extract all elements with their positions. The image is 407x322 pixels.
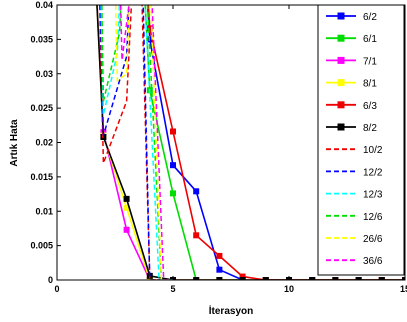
series-point-8-2: [332, 277, 339, 280]
legend-label: 12/2: [363, 167, 383, 178]
legend-label: 10/2: [363, 145, 383, 156]
series-point-6-2: [170, 162, 176, 169]
series-line-7-1: [96, 5, 405, 280]
y-tick-label: 0.025: [30, 103, 53, 113]
series-point-6-2: [193, 188, 200, 195]
legend-label: 7/1: [363, 56, 377, 67]
legend-marker: [337, 34, 345, 42]
legend-label: 6/1: [363, 34, 377, 45]
legend-label: 12/3: [363, 190, 383, 201]
series-point-8-2: [378, 277, 385, 280]
series-point-8-2: [193, 277, 200, 280]
legend: 6/2 6/1 7/1 8/1 6/3 8/2 10/2 12/2 12/3 12/6 26/6 36…: [317, 4, 405, 276]
series-point-6-3: [193, 232, 200, 239]
legend-marker: [337, 79, 345, 87]
legend-marker: [337, 56, 345, 64]
series-point-8-2: [262, 277, 269, 280]
legend-label: 36/6: [363, 256, 383, 267]
series-point-8-2: [123, 195, 130, 202]
series-line-8-2: [96, 5, 405, 280]
y-tick-label: 0.005: [30, 241, 53, 251]
series-point-8-2: [216, 277, 223, 280]
legend-marker: [337, 123, 345, 131]
legend-label: 8/2: [363, 123, 377, 134]
series-line-8-1: [96, 5, 405, 280]
legend-marker: [337, 12, 345, 20]
series-point-8-2: [309, 277, 316, 280]
legend-box: [317, 4, 405, 276]
legend-label: 26/6: [363, 234, 383, 245]
x-tick-label: 0: [54, 284, 59, 294]
y-axis-title: Artık Hata: [9, 119, 20, 167]
y-tick-label: 0.04: [35, 0, 53, 10]
series-point-7-1: [123, 226, 130, 233]
x-tick-label: 10: [284, 284, 294, 294]
series-point-8-2: [402, 277, 405, 280]
series-point-6-2: [216, 266, 223, 273]
x-tick-label: 5: [170, 284, 175, 294]
y-tick-label: 0.015: [30, 172, 53, 182]
y-tick-label: 0.02: [35, 138, 53, 148]
series-point-6-1: [170, 190, 176, 197]
legend-marker: [337, 101, 345, 109]
x-axis-title: İterasyon: [209, 304, 253, 317]
legend-label: 12/6: [363, 212, 383, 223]
legend-label: 6/3: [363, 101, 377, 112]
y-tick-label: 0.03: [35, 69, 53, 79]
y-tick-label: 0: [48, 275, 53, 285]
series-point-6-3: [216, 252, 223, 259]
y-tick-label: 0.035: [30, 34, 53, 44]
series-point-8-2: [355, 277, 362, 280]
series-point-8-2: [239, 277, 246, 280]
y-tick-label: 0.01: [35, 206, 53, 216]
legend-label: 8/1: [363, 79, 377, 90]
x-tick-label: 15: [400, 284, 407, 294]
legend-label: 6/2: [363, 12, 377, 23]
series-point-6-3: [170, 128, 176, 135]
axis-layer: 0 5 10 15 0 0.005 0.01 0.015 0.02 0.025 0.03 0.035 0…: [30, 0, 407, 294]
